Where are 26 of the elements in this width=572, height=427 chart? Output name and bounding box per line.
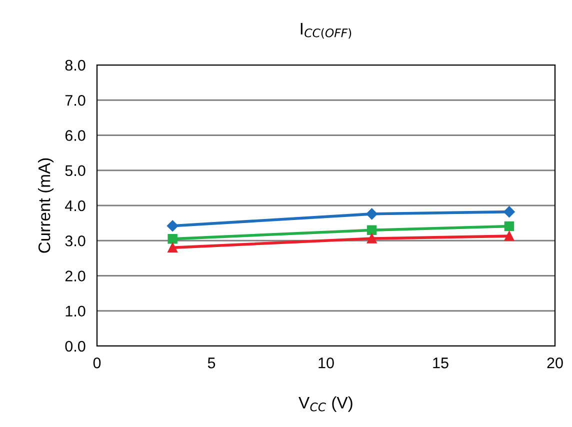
y-axis-title: Current (mA) [38, 158, 54, 253]
chart-title: I$_{CC(OFF)}$ [300, 22, 352, 39]
point [366, 208, 378, 220]
point [504, 231, 514, 241]
y-tick-label: 4.0 [65, 200, 86, 212]
x-tick-label: 20 [547, 358, 563, 368]
x-tick-label: 5 [208, 358, 216, 368]
y-tick-label: 2.0 [65, 270, 86, 282]
x-tick-label: 0 [93, 358, 101, 368]
y-tick-label: 1.0 [66, 306, 86, 317]
y-tick-label: 0.0 [65, 340, 86, 352]
point [366, 234, 377, 244]
y-tick-label: 5.0 [65, 165, 86, 176]
y-tick-label: 7.0 [65, 94, 86, 106]
point [166, 220, 178, 232]
point [366, 225, 377, 235]
point [504, 206, 515, 218]
x-tick-label: 15 [433, 358, 448, 368]
point [504, 221, 514, 232]
y-tick-label: 6.0 [65, 130, 86, 141]
point [168, 234, 178, 244]
x-tick-label: 10 [318, 358, 334, 368]
point [168, 242, 178, 253]
y-tick-label: 8.0 [65, 60, 86, 71]
y-tick-label: 3.0 [65, 235, 86, 246]
x-axis-title: V$_{CC}$ (V) [298, 396, 352, 412]
